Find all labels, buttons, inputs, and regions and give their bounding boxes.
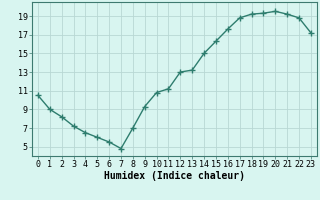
- X-axis label: Humidex (Indice chaleur): Humidex (Indice chaleur): [104, 171, 245, 181]
